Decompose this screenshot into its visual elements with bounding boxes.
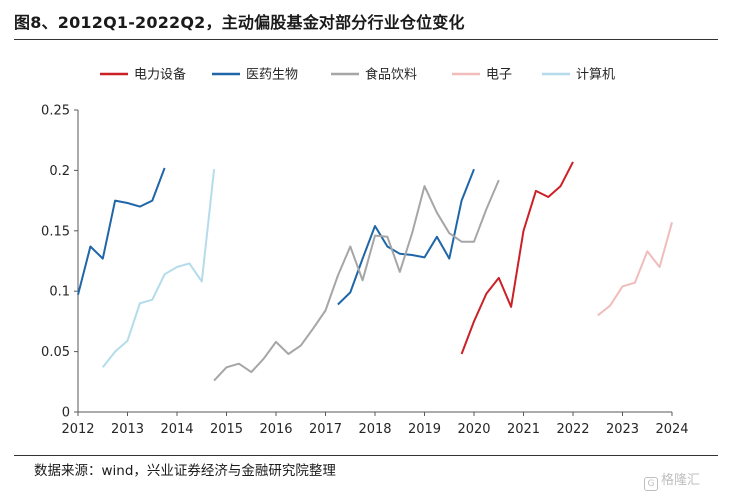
legend-label: 电子	[486, 68, 512, 83]
legend-item: 食品饮料	[331, 67, 417, 83]
series-食品饮料	[213, 179, 500, 382]
watermark: G 格隆汇	[644, 469, 700, 491]
y-tick-label: 0.1	[49, 285, 70, 300]
source-note: 数据来源：wind，兴业证券经济与金融研究院整理	[34, 463, 336, 479]
chart-series	[77, 161, 673, 382]
legend-item: 计算机	[542, 68, 615, 83]
legend-label: 医药生物	[246, 68, 298, 83]
legend-item: 医药生物	[212, 68, 298, 83]
series-电力设备	[460, 161, 574, 355]
y-tick-label: 0.15	[41, 224, 70, 239]
series-line	[102, 169, 216, 368]
x-tick-label: 2024	[655, 422, 688, 437]
legend-label: 计算机	[576, 68, 615, 83]
legend-label: 食品饮料	[365, 67, 417, 83]
source-divider	[14, 455, 718, 456]
watermark-logo-icon: G	[644, 477, 658, 491]
x-tick-label: 2020	[457, 422, 490, 437]
x-tick-label: 2019	[408, 422, 441, 437]
x-tick-label: 2015	[210, 422, 243, 437]
x-tick-label: 2022	[556, 422, 589, 437]
y-tick-label: 0.05	[41, 345, 70, 360]
x-tick-label: 2012	[61, 422, 94, 437]
title-divider	[14, 39, 718, 40]
x-tick-label: 2021	[507, 422, 540, 437]
x-tick-label: 2013	[111, 422, 144, 437]
x-tick-label: 2018	[358, 422, 391, 437]
x-tick-label: 2014	[160, 422, 193, 437]
series-line	[213, 179, 500, 382]
y-tick-label: 0	[62, 406, 70, 421]
x-tick-label: 2016	[259, 422, 292, 437]
series-line	[597, 222, 673, 317]
watermark-text: 格隆汇	[661, 473, 701, 488]
legend-item: 电力设备	[100, 67, 186, 83]
series-line	[77, 167, 166, 296]
y-tick-label: 0.25	[41, 104, 70, 119]
chart-legend: 电力设备 医药生物 食品饮料 电子 计算机	[100, 67, 615, 83]
x-tick-label: 2017	[309, 422, 342, 437]
legend-label: 电力设备	[134, 67, 186, 83]
series-line	[460, 161, 574, 355]
y-tick-label: 0.2	[49, 164, 70, 179]
legend-item: 电子	[452, 68, 512, 83]
series-计算机	[102, 169, 216, 368]
series-医药生物	[77, 167, 475, 306]
chart-axes: 0 0.05 0.1 0.15 0.2 0.25 2012 2013 2014 2015 2016 2…	[41, 104, 689, 438]
x-tick-label: 2023	[606, 422, 639, 437]
figure-title: 图8、2012Q1-2022Q2，主动偏股基金对部分行业仓位变化	[14, 13, 465, 32]
series-电子	[597, 222, 673, 317]
